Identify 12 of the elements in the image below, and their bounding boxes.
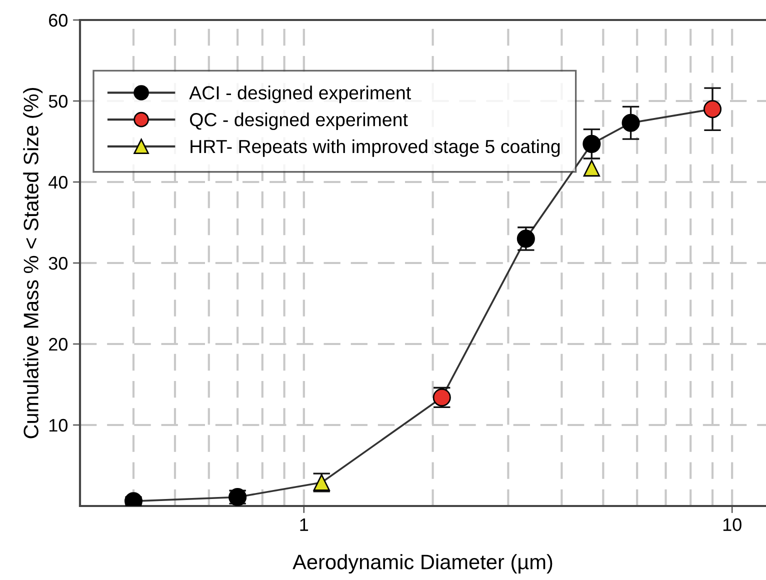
legend-label: ACI - designed experiment: [189, 86, 411, 104]
y-tick-label: 40: [48, 176, 68, 189]
y-tick-label: 30: [48, 256, 68, 270]
y-axis-title: Cumulative Mass % < Stated Size (%): [23, 88, 43, 438]
legend-label: QC - designed experiment: [190, 112, 408, 130]
legend-label: HRT- Repeats with improved stage 5 coating: [190, 139, 560, 157]
y-tick-label: 60: [49, 14, 68, 27]
y-tick-label: 50: [48, 94, 68, 108]
x-tick-label: 1: [300, 518, 308, 531]
y-tick-label: 20: [49, 338, 68, 351]
x-axis-title: Aerodynamic Diameter (µm): [292, 554, 552, 574]
y-tick-label: 10: [49, 418, 68, 432]
